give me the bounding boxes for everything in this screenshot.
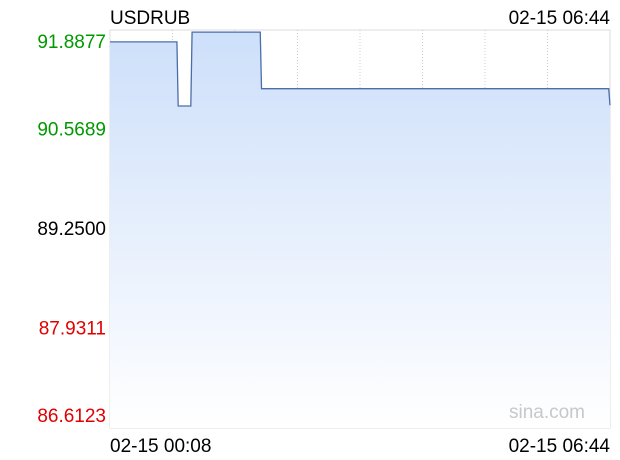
x-tick-label: 02-15 06:44 [509, 436, 611, 457]
y-tick-label: 91.8877 [37, 32, 106, 53]
area [110, 32, 610, 428]
y-tick-label: 87.9311 [39, 319, 106, 340]
y-tick-label: 86.6123 [37, 406, 106, 427]
update-time: 02-15 06:44 [509, 8, 611, 29]
x-tick-label: 02-15 00:08 [110, 436, 211, 457]
chart-title: USDRUB [110, 8, 190, 29]
y-tick-label: 90.5689 [37, 119, 106, 140]
watermark: sina.com [509, 402, 585, 423]
line [110, 31, 611, 107]
y-tick-label: 89.2500 [37, 219, 106, 240]
